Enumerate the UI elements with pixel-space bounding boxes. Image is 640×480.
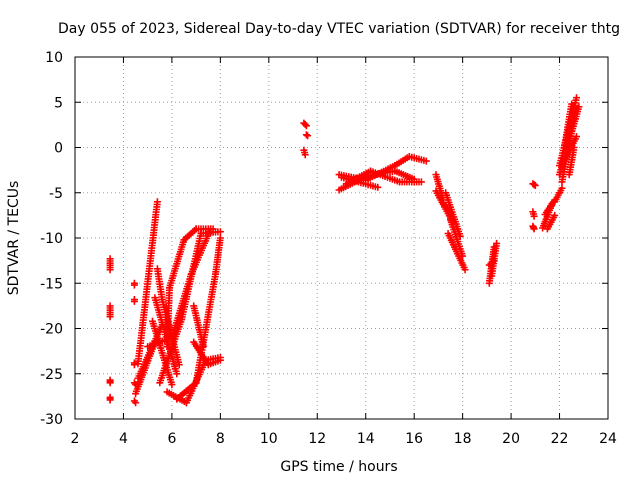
data-point [106,379,114,387]
data-point [531,182,539,189]
data-point [153,198,161,206]
x-tick-label: 18 [454,431,472,447]
data-point [130,281,138,289]
data-point [573,133,580,141]
data-point [417,178,425,186]
data-point [530,181,538,189]
data-point [216,228,224,236]
data-point [175,361,183,369]
x-tick-label: 4 [119,431,128,447]
data-point [447,209,454,217]
data-points [106,94,583,407]
y-axis-label: SDTVAR / TECUs [6,181,22,296]
data-point [461,266,469,274]
x-tick-label: 10 [260,431,278,447]
data-point [570,144,578,151]
x-tick-label: 6 [167,431,176,447]
x-tick-label: 2 [71,431,80,447]
data-point [568,100,576,108]
data-point [302,131,310,139]
data-point [106,266,114,274]
y-tick-label: -30 [40,412,63,428]
y-tick-label: -15 [40,276,63,292]
x-tick-label: 12 [308,431,326,447]
x-tick-label: 16 [405,431,423,447]
chart-title: Day 055 of 2023, Sidereal Day-to-day VTE… [58,21,620,37]
data-point [130,297,138,305]
data-point [304,132,312,140]
data-point [490,257,498,265]
x-tick-label: 22 [551,431,569,447]
data-point [422,157,430,165]
data-point [530,225,538,233]
data-point [558,184,566,192]
data-point [216,234,224,242]
y-tick-label: 5 [54,95,63,111]
data-point [573,94,580,102]
data-point [575,103,583,111]
data-point [459,252,467,260]
x-tick-label: 24 [599,431,617,447]
data-point [168,381,176,389]
x-axis-label: GPS time / hours [280,459,397,475]
y-tick-label: -25 [40,367,63,383]
grid-layer [75,57,608,419]
data-point [493,239,501,247]
data-point [216,356,224,364]
data-point [130,361,138,369]
data-point [106,396,114,404]
x-tick-label: 14 [357,431,375,447]
x-tick-label: 8 [216,431,225,447]
axes: 2 4 6 8 10 12 14 16 18 20 22 24-30-25-20-15-10-5051… [40,50,617,447]
data-point [301,151,309,159]
data-point [302,122,310,130]
y-tick-label: -5 [49,186,63,202]
data-point [209,225,217,233]
y-tick-label: -20 [40,322,63,338]
y-tick-label: -10 [40,231,63,247]
data-point [374,183,382,191]
x-tick-label: 20 [502,431,520,447]
y-tick-label: 10 [45,50,63,66]
data-point [301,120,309,128]
data-point [106,313,114,321]
data-point [132,399,140,407]
data-point [199,343,207,351]
data-point [173,370,181,378]
y-tick-label: 0 [54,141,63,157]
data-point [530,212,538,220]
data-point [551,211,559,219]
